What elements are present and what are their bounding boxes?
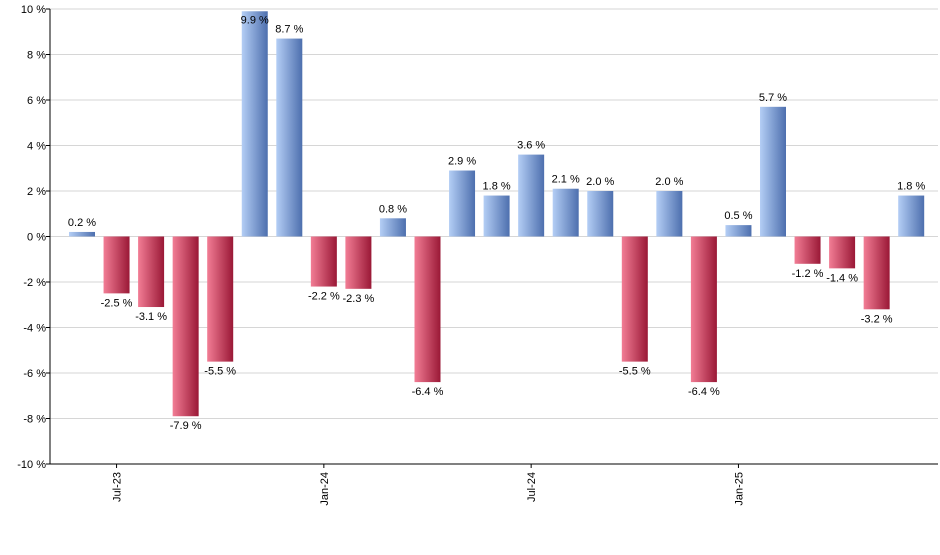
- x-tick-label: Jul-24: [526, 472, 538, 502]
- data-labels: 0.2 % -2.5 %-3.1 % -7.9 % -5.5 % 9.9 % 8.7 % -…: [68, 14, 926, 432]
- bar-data-label: 0.8 %: [379, 203, 407, 215]
- y-tick-label: 2 %: [27, 186, 46, 198]
- bar-data-label: 1.8 %: [897, 181, 925, 193]
- bar-positive: [379, 218, 406, 237]
- x-tick-label: Jan-24: [319, 472, 331, 506]
- bar-negative: [414, 236, 441, 383]
- bar-positive: [241, 11, 268, 237]
- bar-negative: [829, 236, 856, 269]
- y-tick-label: 10 %: [21, 4, 46, 16]
- bar-data-label: -5.5 %: [619, 366, 651, 378]
- bar-positive: [449, 170, 476, 237]
- bar-positive: [656, 191, 683, 237]
- bar-data-label: -6.4 %: [688, 386, 720, 398]
- bar-negative: [207, 236, 234, 362]
- y-tick-label: 0 %: [27, 232, 46, 244]
- bar-positive: [69, 231, 95, 237]
- bar-positive: [898, 195, 925, 237]
- bar-negative: [794, 236, 821, 264]
- bar-data-label: -1.2 %: [792, 268, 824, 280]
- y-tick-label: -6 %: [23, 368, 46, 380]
- y-tick-label: -4 %: [23, 323, 46, 335]
- bar-data-label: 2.1 %: [552, 174, 580, 186]
- x-axis-tick-labels: Jul-23 Jan-24 Jul-24 Jan-25: [112, 472, 746, 506]
- bar-positive: [483, 195, 510, 237]
- bar-data-label: -1.4 %: [826, 272, 858, 284]
- bar-data-label: 3.6 %: [517, 140, 545, 152]
- bar-data-label: 5.7 %: [759, 92, 787, 104]
- bar-negative: [310, 236, 337, 287]
- bar-positive: [725, 225, 752, 237]
- bar-data-label: -2.5 %: [101, 297, 133, 309]
- bar-positive: [587, 191, 614, 237]
- bar-negative: [138, 236, 165, 308]
- y-tick-label: -8 %: [23, 414, 46, 426]
- bar-data-label: -2.2 %: [308, 291, 340, 303]
- bar-positive: [518, 154, 545, 237]
- bar-data-label: -5.5 %: [204, 366, 236, 378]
- bar-data-label: -2.3 %: [343, 293, 375, 305]
- y-tick-label: -10 %: [17, 459, 46, 471]
- bar-data-label: -3.2 %: [861, 313, 893, 325]
- x-tick-label: Jan-25: [733, 472, 745, 506]
- bar-data-label: -3.1 %: [135, 311, 167, 323]
- y-tick-label: 6 %: [27, 95, 46, 107]
- x-tick-label: Jul-23: [112, 472, 124, 502]
- y-axis-tick-labels: 10 % 8 % 6 % 4 % 2 % 0 % -2 % -4 % -6 % -8 % -10 %: [17, 4, 46, 471]
- bar-data-label: -6.4 %: [412, 386, 444, 398]
- y-tick-label: 8 %: [27, 50, 46, 62]
- bar-negative: [103, 236, 130, 294]
- bar-data-label: -7.9 %: [170, 420, 202, 432]
- bar-negative: [690, 236, 717, 383]
- bar-data-label: 2.0 %: [655, 176, 683, 188]
- bar-data-label: 9.9 %: [241, 14, 269, 26]
- bar-data-label: 0.5 %: [724, 210, 752, 222]
- bar-positive: [552, 188, 579, 237]
- bar-negative: [621, 236, 648, 362]
- bar-data-label: 8.7 %: [275, 24, 303, 36]
- y-tick-label: -2 %: [23, 277, 46, 289]
- bar-positive: [276, 38, 303, 237]
- bar-negative: [345, 236, 372, 289]
- bar-data-label: 2.0 %: [586, 176, 614, 188]
- bar-negative: [172, 236, 199, 417]
- bar-data-label: 2.9 %: [448, 156, 476, 168]
- bar-positive: [760, 106, 786, 237]
- bars: [69, 11, 925, 417]
- y-tick-label: 4 %: [27, 141, 46, 153]
- axes: [46, 8, 938, 468]
- bar-negative: [863, 236, 890, 310]
- bar-data-label: 0.2 %: [68, 217, 96, 229]
- bar-data-label: 1.8 %: [483, 181, 511, 193]
